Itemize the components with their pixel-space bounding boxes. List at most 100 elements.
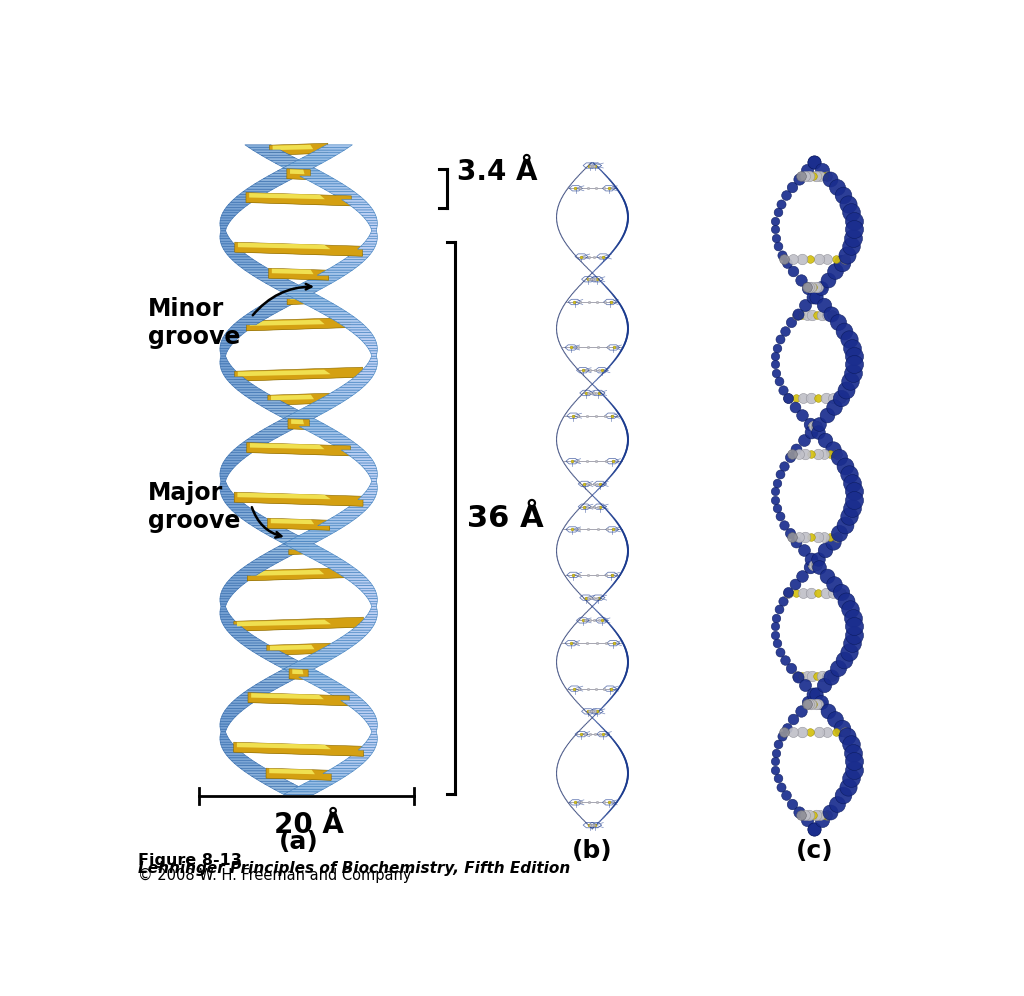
Polygon shape <box>364 617 377 620</box>
Polygon shape <box>234 242 362 256</box>
Polygon shape <box>290 296 325 299</box>
Polygon shape <box>266 768 331 780</box>
Polygon shape <box>352 708 373 711</box>
Polygon shape <box>237 445 264 447</box>
Polygon shape <box>361 215 377 218</box>
Polygon shape <box>233 698 261 700</box>
Polygon shape <box>220 484 228 487</box>
Polygon shape <box>230 450 256 452</box>
Text: Lehninger Principles of Biochemistry, Fifth Edition: Lehninger Principles of Biochemistry, Fi… <box>137 861 569 875</box>
Polygon shape <box>332 766 360 768</box>
Polygon shape <box>367 471 378 473</box>
Polygon shape <box>318 687 350 690</box>
Polygon shape <box>327 392 356 395</box>
Polygon shape <box>241 267 270 270</box>
Polygon shape <box>228 328 252 330</box>
Polygon shape <box>300 176 334 178</box>
Polygon shape <box>238 640 265 643</box>
Polygon shape <box>359 212 376 215</box>
Polygon shape <box>324 565 353 568</box>
Polygon shape <box>345 202 369 205</box>
Polygon shape <box>368 599 377 602</box>
Polygon shape <box>244 565 273 568</box>
Polygon shape <box>220 349 229 351</box>
Polygon shape <box>220 215 236 218</box>
Polygon shape <box>351 377 373 379</box>
Polygon shape <box>234 374 362 381</box>
Polygon shape <box>370 484 377 487</box>
Polygon shape <box>220 742 233 745</box>
Polygon shape <box>356 336 375 338</box>
Polygon shape <box>307 278 341 281</box>
Polygon shape <box>221 466 236 468</box>
Polygon shape <box>329 317 357 320</box>
Polygon shape <box>283 416 317 418</box>
Polygon shape <box>234 249 362 256</box>
Polygon shape <box>234 513 261 515</box>
Polygon shape <box>245 521 274 523</box>
Polygon shape <box>245 270 275 273</box>
Polygon shape <box>240 568 269 570</box>
Polygon shape <box>294 424 329 426</box>
Polygon shape <box>231 576 256 578</box>
Polygon shape <box>275 163 310 165</box>
Polygon shape <box>227 254 250 257</box>
Polygon shape <box>347 254 371 257</box>
Polygon shape <box>250 320 325 326</box>
Polygon shape <box>337 698 364 700</box>
Polygon shape <box>313 651 345 653</box>
Polygon shape <box>366 615 377 617</box>
Polygon shape <box>221 370 237 372</box>
Polygon shape <box>223 336 242 338</box>
Polygon shape <box>248 568 350 581</box>
Polygon shape <box>308 682 342 685</box>
Polygon shape <box>289 669 308 679</box>
Polygon shape <box>370 476 377 479</box>
Polygon shape <box>270 644 314 650</box>
Polygon shape <box>263 176 297 178</box>
Polygon shape <box>371 228 377 231</box>
Polygon shape <box>309 181 343 184</box>
Polygon shape <box>267 518 330 530</box>
Polygon shape <box>361 591 377 594</box>
Polygon shape <box>228 452 252 455</box>
Polygon shape <box>253 150 286 152</box>
Polygon shape <box>234 637 261 640</box>
Polygon shape <box>241 518 270 521</box>
Polygon shape <box>221 716 237 719</box>
Polygon shape <box>272 296 307 299</box>
Polygon shape <box>328 643 356 645</box>
Polygon shape <box>244 439 273 442</box>
Text: Major
groove: Major groove <box>147 481 241 533</box>
Polygon shape <box>238 390 266 392</box>
Polygon shape <box>289 789 324 792</box>
Polygon shape <box>312 150 345 152</box>
Polygon shape <box>292 545 303 550</box>
Polygon shape <box>368 487 377 489</box>
Polygon shape <box>341 761 366 763</box>
Polygon shape <box>256 403 290 405</box>
Polygon shape <box>304 555 338 557</box>
Polygon shape <box>337 573 364 576</box>
Polygon shape <box>364 468 377 471</box>
Polygon shape <box>223 586 242 589</box>
Polygon shape <box>220 346 231 349</box>
Polygon shape <box>368 362 377 364</box>
Polygon shape <box>224 583 245 586</box>
Polygon shape <box>289 671 324 674</box>
Polygon shape <box>221 338 239 341</box>
Polygon shape <box>238 265 266 267</box>
Polygon shape <box>220 241 234 244</box>
Polygon shape <box>248 575 350 581</box>
Polygon shape <box>247 449 350 456</box>
Polygon shape <box>323 771 353 774</box>
Polygon shape <box>228 758 253 761</box>
Polygon shape <box>348 505 371 507</box>
Polygon shape <box>240 442 269 445</box>
Polygon shape <box>220 594 233 597</box>
Polygon shape <box>287 168 310 179</box>
Polygon shape <box>270 519 314 524</box>
Polygon shape <box>237 320 264 323</box>
Polygon shape <box>348 755 371 758</box>
Polygon shape <box>220 610 228 612</box>
